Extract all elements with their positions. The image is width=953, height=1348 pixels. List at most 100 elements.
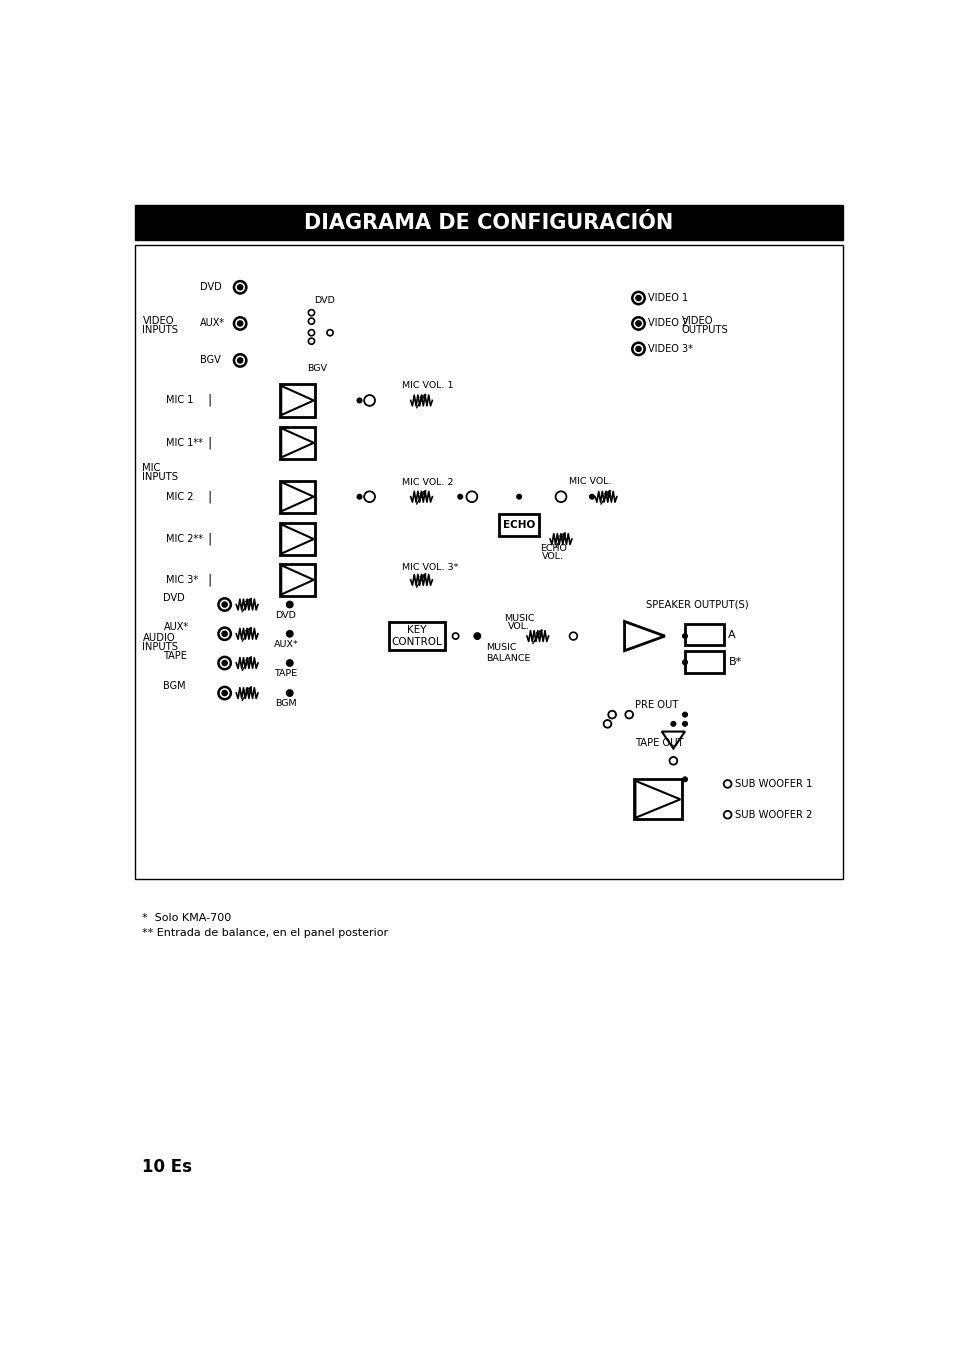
Circle shape xyxy=(624,710,633,718)
Text: SUB WOOFER 2: SUB WOOFER 2 xyxy=(734,810,811,820)
Text: VIDEO: VIDEO xyxy=(681,317,713,326)
Circle shape xyxy=(233,317,246,330)
Bar xyxy=(279,426,315,458)
Bar xyxy=(279,523,315,555)
Text: DVD: DVD xyxy=(275,611,296,620)
Text: PRE OUT: PRE OUT xyxy=(635,701,679,710)
Circle shape xyxy=(286,631,293,636)
Text: TAPE: TAPE xyxy=(274,670,297,678)
Text: KEY
CONTROL: KEY CONTROL xyxy=(391,625,442,647)
Circle shape xyxy=(517,495,521,499)
Text: ** Entrada de balance, en el panel posterior: ** Entrada de balance, en el panel poste… xyxy=(142,929,388,938)
Circle shape xyxy=(632,317,644,330)
Circle shape xyxy=(222,631,227,636)
Text: INPUTS: INPUTS xyxy=(142,472,178,483)
Text: VOL.: VOL. xyxy=(508,623,530,631)
Circle shape xyxy=(327,330,333,336)
Circle shape xyxy=(286,690,293,696)
Text: OUTPUTS: OUTPUTS xyxy=(681,325,728,336)
Text: AUDIO: AUDIO xyxy=(142,632,175,643)
Circle shape xyxy=(237,357,242,363)
Text: SUB WOOFER 1: SUB WOOFER 1 xyxy=(734,779,811,789)
Circle shape xyxy=(603,720,611,728)
Text: |: | xyxy=(208,394,212,407)
Circle shape xyxy=(364,491,375,501)
Circle shape xyxy=(555,491,566,501)
Text: MIC: MIC xyxy=(142,464,161,473)
Text: ECHO: ECHO xyxy=(502,520,535,530)
Circle shape xyxy=(636,346,640,352)
Text: AUX*: AUX* xyxy=(199,318,225,329)
Circle shape xyxy=(636,321,640,326)
Text: DVD: DVD xyxy=(163,593,185,603)
Circle shape xyxy=(670,721,675,727)
Circle shape xyxy=(682,634,686,639)
Circle shape xyxy=(632,342,644,355)
Text: BGV: BGV xyxy=(199,356,220,365)
Text: INPUTS: INPUTS xyxy=(142,642,178,652)
Text: MUSIC
BALANCE: MUSIC BALANCE xyxy=(486,643,531,663)
Bar xyxy=(134,245,842,879)
Text: MUSIC: MUSIC xyxy=(503,613,534,623)
Text: MIC 2: MIC 2 xyxy=(166,492,193,501)
Circle shape xyxy=(636,295,640,301)
Text: MIC 3*: MIC 3* xyxy=(166,574,197,585)
Text: |: | xyxy=(208,532,212,546)
Circle shape xyxy=(218,599,231,611)
Text: A: A xyxy=(728,630,736,639)
Text: INPUTS: INPUTS xyxy=(142,325,178,336)
Circle shape xyxy=(457,495,462,499)
Text: DVD: DVD xyxy=(199,282,221,293)
Bar xyxy=(279,480,315,512)
Text: SPEAKER OUTPUT(S): SPEAKER OUTPUT(S) xyxy=(645,600,748,609)
Circle shape xyxy=(723,780,731,787)
Circle shape xyxy=(475,634,479,639)
Circle shape xyxy=(474,634,480,639)
Circle shape xyxy=(364,395,375,406)
Circle shape xyxy=(286,601,293,608)
Text: |: | xyxy=(208,437,212,449)
Circle shape xyxy=(589,495,594,499)
Text: |: | xyxy=(208,491,212,503)
Circle shape xyxy=(222,690,227,696)
Text: MIC VOL. 3*: MIC VOL. 3* xyxy=(402,563,458,572)
Text: VIDEO 3*: VIDEO 3* xyxy=(647,344,692,355)
Circle shape xyxy=(356,398,361,403)
Circle shape xyxy=(682,721,686,727)
Bar xyxy=(279,563,315,596)
Bar xyxy=(389,623,444,650)
Circle shape xyxy=(308,318,314,325)
Circle shape xyxy=(233,355,246,367)
Text: MIC 2**: MIC 2** xyxy=(166,534,203,545)
Circle shape xyxy=(308,338,314,344)
Text: TAPE OUT: TAPE OUT xyxy=(635,739,683,748)
Circle shape xyxy=(222,661,227,666)
Circle shape xyxy=(233,282,246,294)
Bar xyxy=(134,205,842,240)
Text: AUX*: AUX* xyxy=(163,621,189,632)
Circle shape xyxy=(287,603,292,607)
Circle shape xyxy=(287,631,292,636)
Circle shape xyxy=(286,661,293,666)
Circle shape xyxy=(682,661,686,665)
Text: MIC VOL. 1: MIC VOL. 1 xyxy=(402,380,453,390)
Text: MIC VOL. 2: MIC VOL. 2 xyxy=(402,479,453,488)
Circle shape xyxy=(632,293,644,305)
Text: VIDEO 2: VIDEO 2 xyxy=(647,318,687,329)
Circle shape xyxy=(669,758,677,764)
Circle shape xyxy=(237,321,242,326)
Text: BGV: BGV xyxy=(307,364,327,372)
Text: DIAGRAMA DE CONFIGURACIÓN: DIAGRAMA DE CONFIGURACIÓN xyxy=(304,213,673,233)
Text: BGM: BGM xyxy=(274,700,296,708)
Text: MIC 1: MIC 1 xyxy=(166,395,193,406)
Circle shape xyxy=(682,776,686,782)
Circle shape xyxy=(466,491,476,501)
Circle shape xyxy=(222,603,227,607)
Circle shape xyxy=(608,710,616,718)
Circle shape xyxy=(636,321,640,326)
Text: *  Solo KMA-700: * Solo KMA-700 xyxy=(142,913,232,923)
Bar xyxy=(633,779,681,820)
Text: VOL.: VOL. xyxy=(541,553,563,561)
Circle shape xyxy=(287,661,292,666)
Text: 10 Es: 10 Es xyxy=(142,1158,193,1175)
